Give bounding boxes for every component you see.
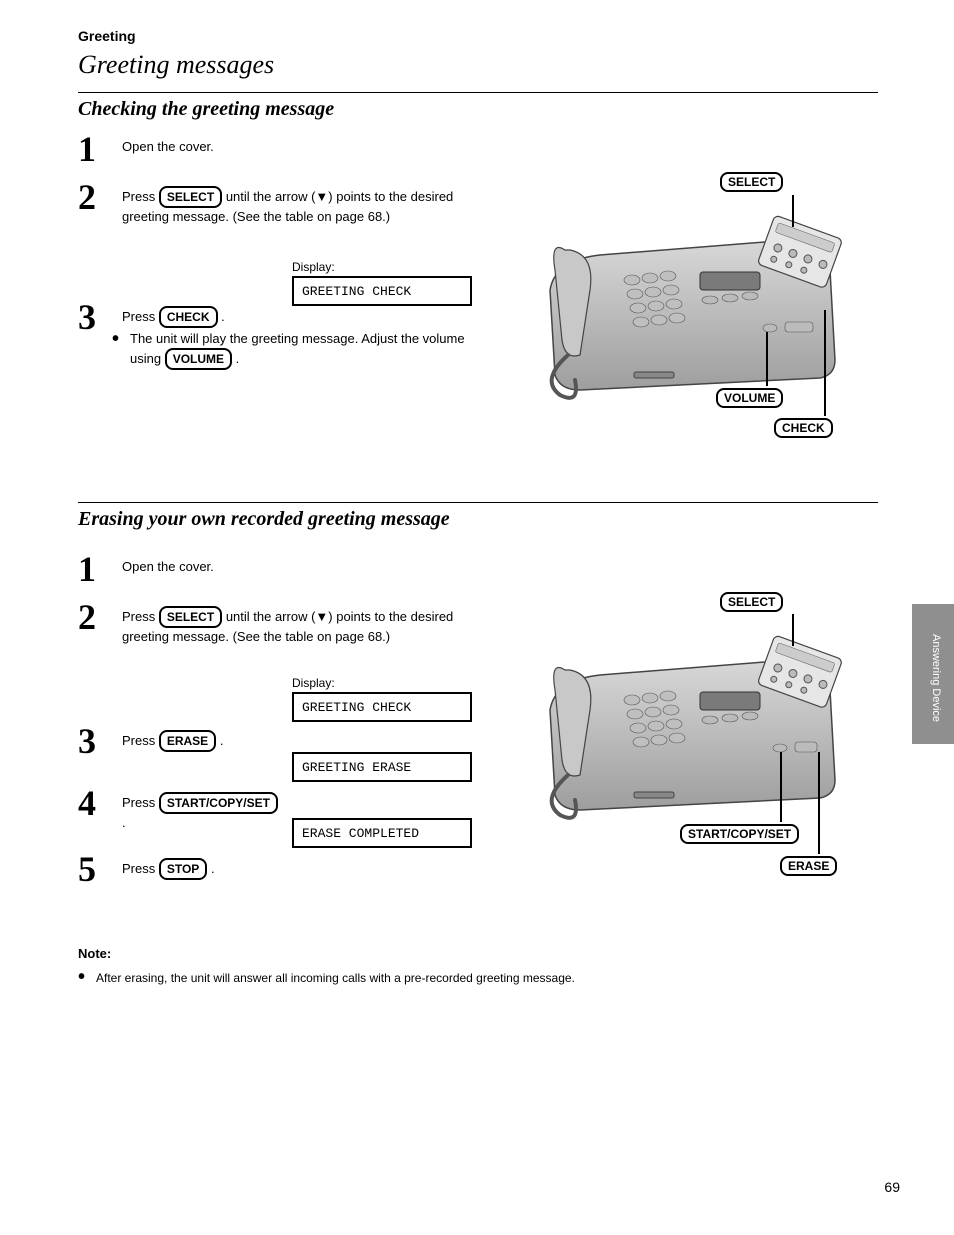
- leader-select-1: [792, 195, 794, 227]
- section-header: Greeting: [78, 28, 136, 44]
- side-tab: Answering Device: [912, 604, 954, 744]
- note-text: After erasing, the unit will answer all …: [96, 970, 816, 986]
- leader-erase: [818, 752, 820, 854]
- volume-button-label: VOLUME: [165, 348, 232, 370]
- s2-step2-text: Press SELECT until the arrow (▼) points …: [122, 606, 462, 646]
- step3-post: .: [221, 309, 225, 324]
- step3-text: Press CHECK .: [122, 306, 462, 328]
- startcopyset-callout-label: START/COPY/SET: [680, 824, 799, 844]
- step3-pre: Press: [122, 309, 159, 324]
- s2-step4-post: .: [122, 815, 126, 830]
- leader-select-2: [792, 614, 794, 646]
- section1-rule: [78, 92, 878, 93]
- step3-sub: The unit will play the greeting message.…: [130, 330, 470, 370]
- s2-step5-text: Press STOP .: [122, 858, 462, 880]
- page-number: 69: [884, 1179, 900, 1195]
- startcopyset-button-label: START/COPY/SET: [159, 792, 278, 814]
- s2-step3-text: Press ERASE .: [122, 730, 272, 752]
- s2-step5-num: 5: [78, 848, 96, 890]
- callout-select-1: SELECT: [720, 172, 783, 192]
- leader-check: [824, 310, 826, 416]
- check-button-label: CHECK: [159, 306, 218, 328]
- select-callout-label: SELECT: [720, 172, 783, 192]
- erase-callout-label: ERASE: [780, 856, 837, 876]
- s2-step3-num: 3: [78, 720, 96, 762]
- substep-bullet: •: [112, 328, 119, 351]
- leader-volume: [766, 332, 768, 386]
- step2-pre: Press: [122, 189, 159, 204]
- step3-sub-post: .: [236, 351, 240, 366]
- step1-text: Open the cover.: [122, 138, 462, 156]
- s2-step4-text: Press START/COPY/SET .: [122, 792, 282, 832]
- section2-rule: [78, 502, 878, 503]
- s2-step3-pre: Press: [122, 733, 159, 748]
- volume-callout-label: VOLUME: [716, 388, 783, 408]
- leader-startcopyset: [780, 752, 782, 822]
- callout-startcopyset: START/COPY/SET: [680, 824, 799, 844]
- section1-title: Checking the greeting message: [78, 98, 334, 121]
- callout-erase: ERASE: [780, 856, 837, 876]
- erase-button-label: ERASE: [159, 730, 216, 752]
- s2-step3-post: .: [220, 733, 224, 748]
- note-bullet: •: [78, 966, 85, 989]
- page: Greeting Greeting messages Checking the …: [0, 0, 954, 1235]
- callout-check: CHECK: [774, 418, 833, 438]
- callout-select-2: SELECT: [720, 592, 783, 612]
- select-callout-label-2: SELECT: [720, 592, 783, 612]
- s2-step4-num: 4: [78, 782, 96, 824]
- display2: GREETING CHECK: [292, 692, 472, 722]
- stop-button-label: STOP: [159, 858, 207, 880]
- s2-step1-num: 1: [78, 548, 96, 590]
- step2-text: Press SELECT until the arrow (▼) points …: [122, 186, 462, 226]
- display1: GREETING CHECK: [292, 276, 472, 306]
- display3: GREETING ERASE: [292, 752, 472, 782]
- select-button-label-2: SELECT: [159, 606, 222, 628]
- step1-num: 1: [78, 128, 96, 170]
- check-callout-label: CHECK: [774, 418, 833, 438]
- fax-illustration-1: [520, 200, 850, 410]
- s2-step1-text: Open the cover.: [122, 558, 462, 576]
- display4: ERASE COMPLETED: [292, 818, 472, 848]
- fax-illustration-2: [520, 620, 850, 830]
- select-button-label: SELECT: [159, 186, 222, 208]
- note-heading: Note:: [78, 946, 111, 961]
- display1-label: Display:: [292, 260, 335, 274]
- step3-num: 3: [78, 296, 96, 338]
- s2-step4-pre: Press: [122, 795, 159, 810]
- step2-num: 2: [78, 176, 96, 218]
- side-tab-label: Answering Device: [930, 634, 942, 722]
- section2-title: Erasing your own recorded greeting messa…: [78, 508, 450, 531]
- callout-volume: VOLUME: [716, 388, 783, 408]
- display2-label: Display:: [292, 676, 335, 690]
- s2-step2-num: 2: [78, 596, 96, 638]
- s2-step5-post: .: [211, 861, 215, 876]
- s2-step2-pre: Press: [122, 609, 159, 624]
- page-title: Greeting messages: [78, 50, 274, 80]
- s2-step5-pre: Press: [122, 861, 159, 876]
